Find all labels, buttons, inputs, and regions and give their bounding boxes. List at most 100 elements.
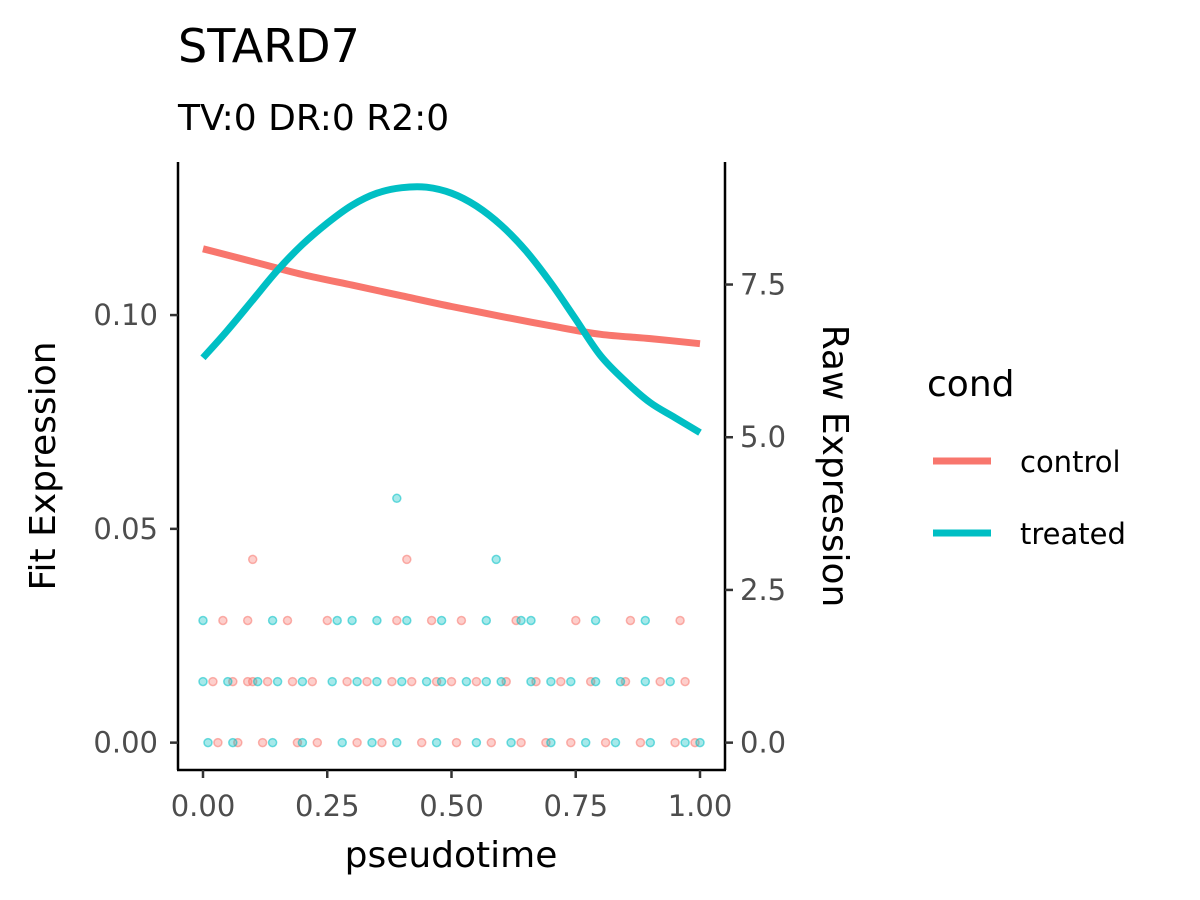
legend-label-control: control bbox=[1020, 445, 1121, 479]
raw-point-control bbox=[218, 615, 228, 626]
left-y-tick-label: 0.00 bbox=[93, 726, 158, 760]
raw-point-control bbox=[516, 737, 526, 748]
legend-label-treated: treated bbox=[1020, 517, 1126, 551]
raw-points bbox=[198, 493, 705, 748]
raw-point-treated bbox=[267, 615, 278, 626]
raw-point-treated bbox=[372, 676, 382, 687]
raw-point-treated bbox=[640, 615, 651, 626]
x-tick-label: 0.25 bbox=[295, 789, 360, 823]
raw-point-control bbox=[247, 554, 258, 565]
raw-point-treated bbox=[546, 676, 556, 687]
raw-point-treated bbox=[198, 615, 208, 626]
raw-point-treated bbox=[695, 737, 705, 748]
right-y-axis-title: Raw Expression bbox=[814, 325, 855, 608]
fit-lines bbox=[200, 183, 702, 436]
right-y-tick-label: 0.0 bbox=[740, 726, 786, 760]
raw-point-control bbox=[456, 615, 467, 626]
left-y-axis-ticks: 0.00 0.05 0.10 bbox=[93, 298, 178, 760]
raw-point-control bbox=[257, 737, 268, 748]
raw-point-treated bbox=[680, 737, 690, 748]
legend-title: cond bbox=[927, 364, 1015, 405]
left-y-axis-title: Fit Expression bbox=[23, 341, 64, 590]
raw-point-control bbox=[262, 676, 273, 687]
raw-point-treated bbox=[267, 737, 278, 748]
raw-point-control bbox=[675, 615, 685, 626]
left-y-tick-label: 0.10 bbox=[93, 298, 158, 332]
raw-point-control bbox=[352, 737, 362, 748]
raw-point-treated bbox=[252, 676, 263, 687]
raw-point-treated bbox=[590, 615, 601, 626]
right-y-tick-label: 5.0 bbox=[740, 420, 786, 454]
right-y-axis-ticks: 0.0 2.5 5.0 7.5 bbox=[725, 268, 786, 760]
right-y-tick-label: 7.5 bbox=[740, 268, 786, 302]
raw-point-treated bbox=[297, 737, 308, 748]
raw-point-treated bbox=[397, 676, 407, 687]
raw-point-treated bbox=[615, 676, 626, 687]
x-axis-ticks: 0.00 0.25 0.50 0.75 1.00 bbox=[171, 770, 733, 823]
raw-point-control bbox=[406, 676, 417, 687]
raw-point-treated bbox=[640, 676, 651, 687]
raw-point-treated bbox=[481, 615, 492, 626]
raw-point-treated bbox=[665, 676, 675, 687]
chart-subtitle: TV:0 DR:0 R2:0 bbox=[177, 98, 449, 139]
raw-point-control bbox=[342, 676, 352, 687]
raw-point-treated bbox=[496, 676, 506, 687]
raw-point-treated bbox=[645, 737, 656, 748]
raw-point-treated bbox=[352, 676, 362, 687]
raw-point-treated bbox=[421, 676, 432, 687]
raw-point-control bbox=[402, 554, 412, 565]
raw-point-treated bbox=[566, 676, 576, 687]
raw-point-treated bbox=[610, 737, 621, 748]
raw-point-control bbox=[416, 737, 427, 748]
raw-point-treated bbox=[516, 615, 526, 626]
raw-point-treated bbox=[431, 737, 442, 748]
raw-point-control bbox=[287, 676, 298, 687]
raw-point-control bbox=[312, 737, 323, 748]
raw-point-treated bbox=[546, 737, 556, 748]
x-tick-label: 1.00 bbox=[668, 789, 733, 823]
raw-point-control bbox=[446, 676, 457, 687]
raw-point-control bbox=[322, 615, 333, 626]
raw-point-control bbox=[625, 615, 636, 626]
chart-title: STARD7 bbox=[178, 19, 360, 73]
raw-point-control bbox=[307, 676, 318, 687]
raw-point-treated bbox=[223, 676, 233, 687]
raw-point-treated bbox=[332, 615, 342, 626]
raw-point-control bbox=[377, 737, 387, 748]
x-tick-label: 0.75 bbox=[543, 789, 608, 823]
raw-point-treated bbox=[337, 737, 347, 748]
raw-point-control bbox=[571, 615, 581, 626]
raw-point-control bbox=[486, 737, 497, 748]
raw-point-control bbox=[362, 676, 372, 687]
raw-point-control bbox=[566, 737, 576, 748]
raw-point-treated bbox=[580, 737, 591, 748]
x-axis-title: pseudotime bbox=[345, 835, 558, 876]
raw-point-treated bbox=[228, 737, 238, 748]
raw-point-control bbox=[242, 615, 253, 626]
raw-point-control bbox=[451, 737, 462, 748]
raw-point-control bbox=[208, 676, 218, 687]
legend: cond control treated bbox=[927, 364, 1126, 551]
raw-point-treated bbox=[436, 615, 447, 626]
raw-point-control bbox=[282, 615, 293, 626]
raw-point-control bbox=[426, 615, 437, 626]
raw-point-control bbox=[471, 676, 482, 687]
fit-line-control bbox=[202, 245, 701, 348]
raw-point-treated bbox=[471, 737, 482, 748]
raw-point-control bbox=[600, 737, 611, 748]
raw-point-treated bbox=[327, 676, 337, 687]
raw-point-treated bbox=[347, 615, 357, 626]
x-tick-label: 0.50 bbox=[419, 789, 484, 823]
raw-point-treated bbox=[436, 676, 447, 687]
raw-point-treated bbox=[203, 737, 213, 748]
fit-line-treated bbox=[200, 183, 702, 436]
raw-point-control bbox=[392, 615, 402, 626]
x-tick-label: 0.00 bbox=[171, 789, 236, 823]
raw-point-treated bbox=[392, 737, 402, 748]
raw-point-control bbox=[655, 676, 665, 687]
raw-point-treated bbox=[392, 493, 402, 504]
raw-point-treated bbox=[402, 615, 412, 626]
raw-point-control bbox=[670, 737, 680, 748]
raw-point-treated bbox=[526, 676, 536, 687]
